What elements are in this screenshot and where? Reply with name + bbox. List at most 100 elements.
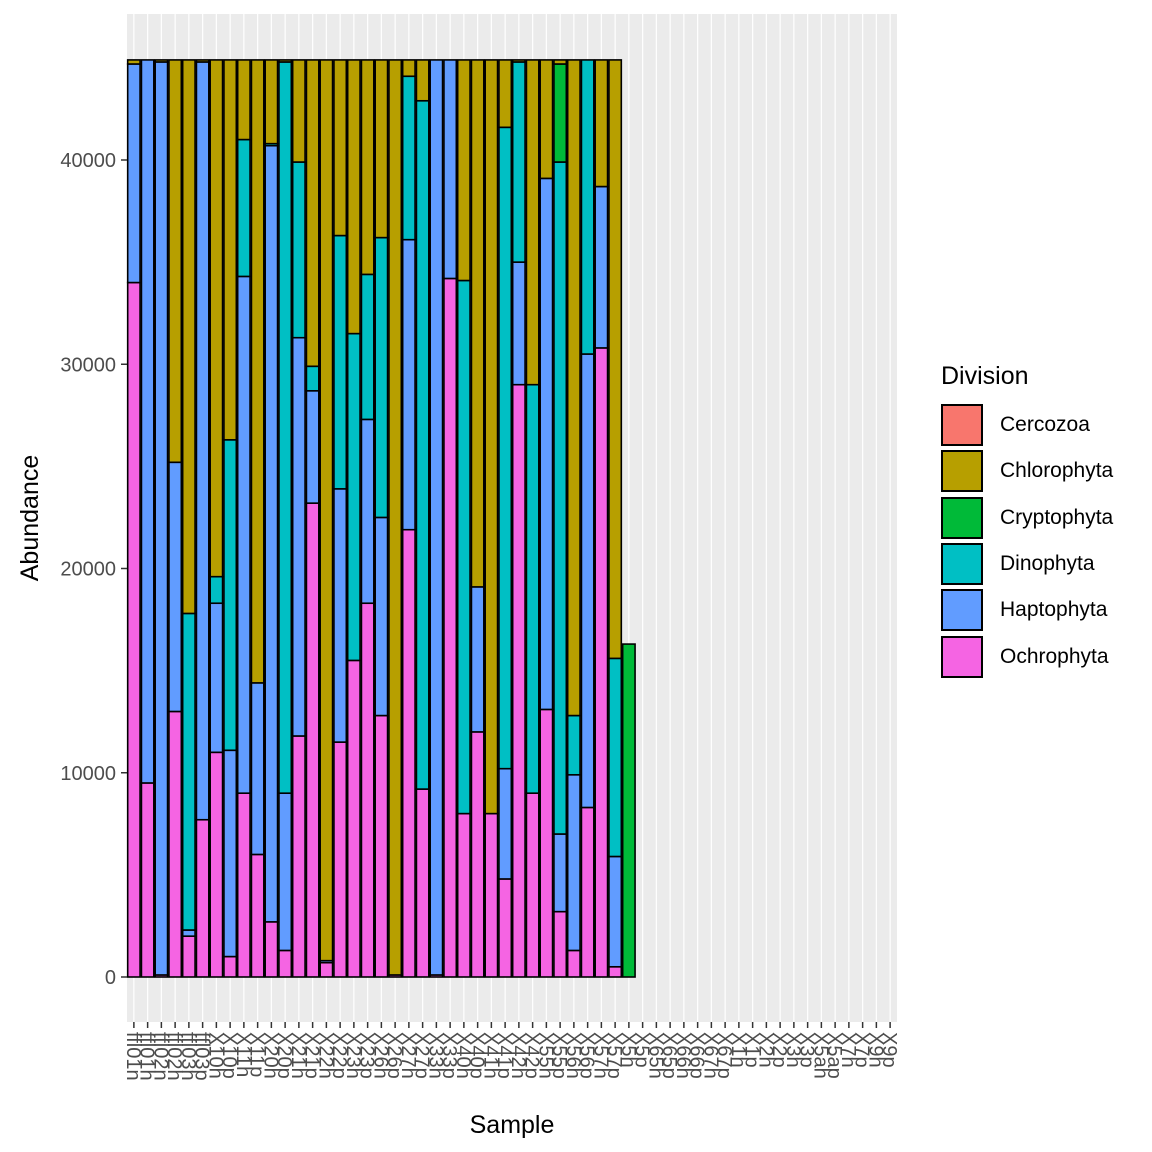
legend-key [941,543,983,586]
bar-segment-ochrophyta [580,806,595,978]
bar-segment-chlorophyta [346,59,361,335]
x-tick-label: X66n [672,1032,694,1079]
bar-segment-ochrophyta [374,714,389,978]
bar-segment-ochrophyta [291,735,306,978]
bar-segment-chlorophyta [223,59,238,441]
bar-segment-chlorophyta [333,59,348,237]
bar-segment-haptophyta [305,390,320,504]
x-tick-label: X26n [369,1032,391,1079]
bar-segment-chlorophyta [264,59,279,145]
bar-segment-chlorophyta [126,59,141,65]
x-tick-label: X56n [562,1032,584,1079]
bar-segment-haptophyta [181,929,196,937]
x-tick-label: X33p [438,1032,460,1079]
y-tick-label: 0 [105,967,116,989]
legend-item: Haptophyta [941,587,1113,633]
x-tick-label: X65n [644,1032,666,1079]
x-tick-label: X41p [493,1032,515,1079]
bar-segment-chlorophyta [181,59,196,615]
x-tick-label: X57n [589,1032,611,1079]
bar-segment-chlorophyta [470,59,485,588]
y-axis-title: Abundance [16,455,44,582]
bar-segment-ochrophyta [236,792,251,978]
bar-segment-ochrophyta [594,347,609,978]
legend-label: Haptophyta [1000,598,1108,622]
x-tick-label: X11n [232,1032,254,1077]
bar-segment-chlorophyta [195,59,210,63]
bar-segment-haptophyta [429,59,444,976]
x-tick-label: X67n [699,1032,721,1079]
bar-segment-chlorophyta [250,59,265,684]
bar-segment-haptophyta [126,63,141,284]
bar-segment-haptophyta [291,336,306,737]
bar-segment-chlorophyta [236,59,251,141]
legend-key [941,589,983,632]
bar-segment-ochrophyta [360,602,375,978]
bar-segment-ochrophyta [264,921,279,978]
bar-segment-dinophyta [415,99,430,790]
bar-segment-ochrophyta [346,659,361,978]
bar-segment-chlorophyta [525,59,540,386]
x-tick-label: X42n [507,1032,529,1079]
x-tick-label: X3p [796,1032,818,1068]
x-tick-label: X40p [466,1032,488,1079]
bar-segment-dinophyta [566,714,581,776]
bar-segment-haptophyta [443,59,458,280]
x-tick-label: X41n [479,1032,501,1079]
x-tick-label: X20n [259,1032,281,1079]
bar-segment-haptophyta [608,855,623,968]
bar-segment-dinophyta [181,612,196,931]
x-tick-label: X67p [713,1032,735,1079]
bar-segment-haptophyta [333,488,348,743]
x-tick-label: X22n [314,1032,336,1079]
x-tick-label: X2p [768,1032,790,1068]
bar-segment-chlorophyta [209,59,224,578]
bar-segment-ochrophyta [126,281,141,978]
legend: Division Cercozoa Chlorophyta Cryptophyta D… [941,358,1113,680]
x-tick-label: ffl02n [149,1032,171,1081]
x-tick-label: X9p [878,1032,900,1068]
legend-key [941,450,983,493]
legend-title: Division [941,362,1029,390]
bar-segment-haptophyta [553,833,568,913]
bar-segment-haptophyta [195,61,210,821]
x-tick-label: X5p [631,1032,653,1068]
x-tick-label: X55p [548,1032,570,1079]
x-tick-label: X57p [603,1032,625,1079]
bar-segment-ochrophyta [333,741,348,978]
bar-segment-chlorophyta [401,59,416,78]
legend-label: Cryptophyta [1000,505,1114,529]
bar-segment-chlorophyta [415,59,430,102]
x-tick-label: X20p [273,1032,295,1079]
bar-segment-ochrophyta [553,910,568,978]
bar-segment-dinophyta [236,138,251,278]
bar-segment-haptophyta [401,238,416,531]
bar-segment-dinophyta [209,575,224,605]
legend-label: Cercozoa [1000,413,1090,437]
x-tick-label: X10n [204,1032,226,1079]
y-tick-label: 20000 [60,559,116,581]
bar-segment-haptophyta [511,261,526,386]
y-axis: 0 10000 20000 30000 40000 [60,150,127,989]
bar-segment-ochrophyta [415,788,430,978]
x-tick-label: X9n [864,1032,886,1068]
bar-segment-chlorophyta [374,59,389,239]
x-tick-label: X10p [218,1032,240,1079]
bar-segment-dinophyta [333,234,348,490]
x-tick-label: X5n [617,1032,639,1068]
bar-segment-dinophyta [525,383,540,794]
bar-segment-dinophyta [278,61,293,794]
bar-segment-haptophyta [594,185,609,349]
bar-segment-ochrophyta [470,731,485,978]
bar-segment-haptophyta [360,418,375,605]
x-tick-label: X27p [411,1032,433,1079]
x-tick-label: X2n [754,1032,776,1068]
x-tick-label: X3n [782,1032,804,1068]
bar-segment-haptophyta [250,682,265,856]
x-tick-label: ffl01n [122,1032,144,1081]
bar-segment-chlorophyta [154,59,169,63]
bar-segment-haptophyta [566,773,581,952]
bar-segment-ochrophyta [566,949,581,978]
bar-segment-chlorophyta [566,59,581,717]
